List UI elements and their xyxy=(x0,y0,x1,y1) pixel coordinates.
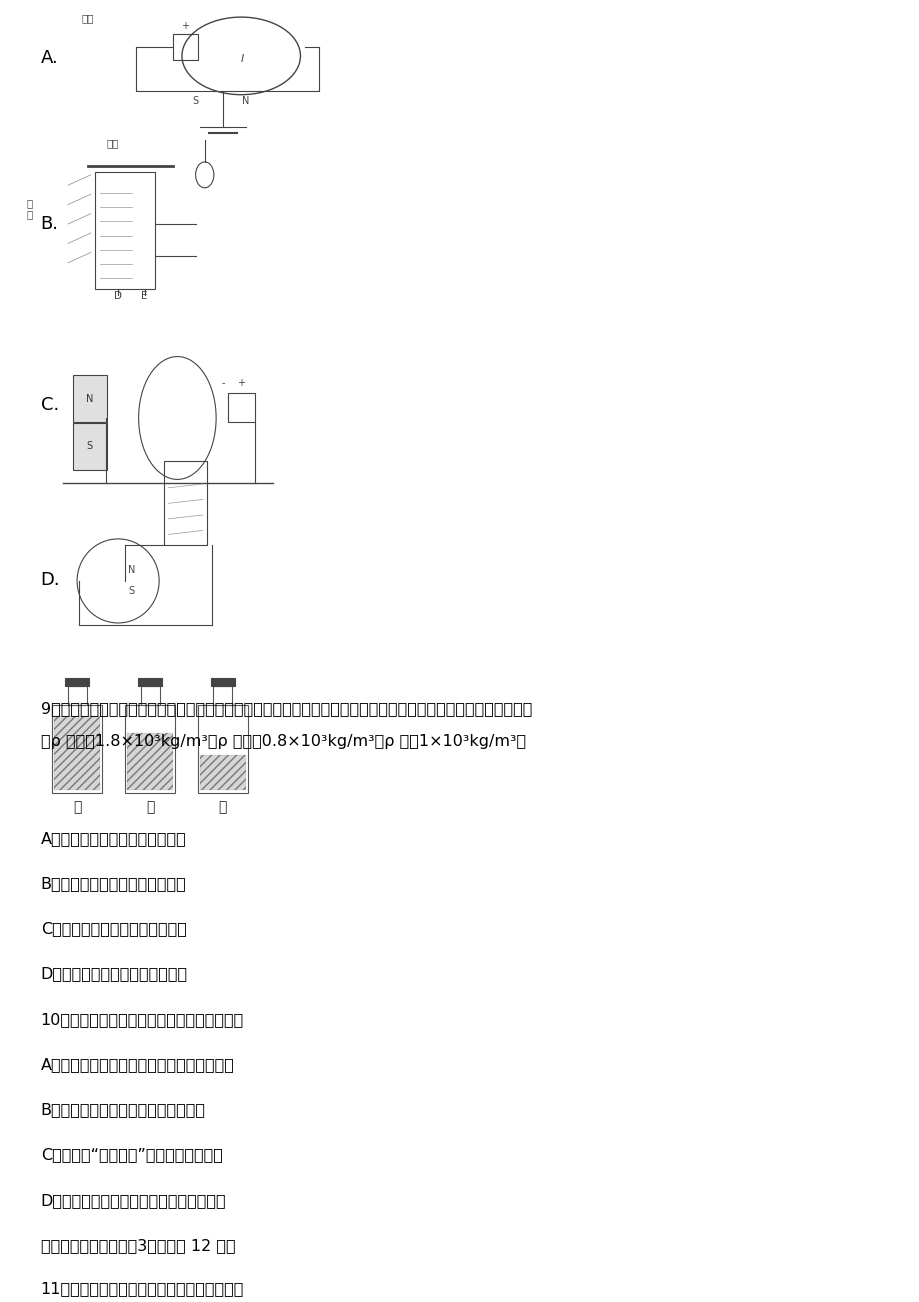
Text: N: N xyxy=(128,565,135,575)
Bar xyxy=(67,686,86,706)
Bar xyxy=(125,706,175,793)
Text: 触接: 触接 xyxy=(82,13,94,23)
Text: C.: C. xyxy=(40,396,59,414)
Bar xyxy=(127,733,173,790)
Bar xyxy=(73,423,108,470)
Text: 11．下列现象不会引起家庭电路发生火灾的是: 11．下列现象不会引起家庭电路发生火灾的是 xyxy=(40,1281,244,1295)
Text: -: - xyxy=(221,378,224,388)
Text: A．甲是酒精，乙是水，丙是硫酸: A．甲是酒精，乙是水，丙是硫酸 xyxy=(40,831,187,846)
Text: （ρ 硫酸＝1.8×10³kg/m³，ρ 酒精＝0.8×10³kg/m³，ρ 水＝1×10³kg/m³）: （ρ 硫酸＝1.8×10³kg/m³，ρ 酒精＝0.8×10³kg/m³，ρ 水… xyxy=(40,734,525,749)
Text: B．甲是酒精，乙是硫酸，丙是水: B．甲是酒精，乙是硫酸，丙是水 xyxy=(40,876,187,891)
Text: E: E xyxy=(141,292,147,301)
Text: B．刀在砂轮的高速摩擦之下溅出火花: B．刀在砂轮的高速摩擦之下溅出火花 xyxy=(40,1103,206,1117)
Text: 10．下列现象中，利用内能做功的是（　　）: 10．下列现象中，利用内能做功的是（ ） xyxy=(40,1012,244,1027)
Text: +: + xyxy=(180,21,188,31)
Text: D: D xyxy=(113,292,121,301)
Text: C．火箭在“熊熊烈火”的噴射中冲天而起: C．火箭在“熊熊烈火”的噴射中冲天而起 xyxy=(40,1147,222,1163)
Bar xyxy=(54,716,100,790)
Text: B.: B. xyxy=(40,215,59,233)
Bar xyxy=(227,393,255,422)
Text: S: S xyxy=(129,586,135,596)
Text: A.: A. xyxy=(40,49,58,68)
Text: N: N xyxy=(242,96,249,105)
Bar xyxy=(96,172,154,289)
Text: D.: D. xyxy=(40,570,60,589)
Bar xyxy=(64,678,89,686)
Bar xyxy=(199,755,246,790)
Text: 甲: 甲 xyxy=(73,801,81,814)
Text: S: S xyxy=(192,96,199,105)
Bar xyxy=(173,34,199,60)
Text: 弹
簧: 弹 簧 xyxy=(27,198,33,220)
Text: D．甲是硫酸，乙是水，丙是酒精: D．甲是硫酸，乙是水，丙是酒精 xyxy=(40,966,187,982)
Bar xyxy=(213,686,233,706)
Text: 乙: 乙 xyxy=(146,801,154,814)
Bar xyxy=(54,716,100,790)
Text: I: I xyxy=(241,55,244,64)
Text: A．冬天在户外时两手相互搞一会儿就暖和了: A．冬天在户外时两手相互搞一会儿就暖和了 xyxy=(40,1057,234,1072)
Text: 二、多选题（本大题关3小题，共 12 分）: 二、多选题（本大题关3小题，共 12 分） xyxy=(40,1238,235,1253)
Bar xyxy=(199,755,246,790)
Bar xyxy=(164,461,208,544)
Bar xyxy=(52,706,102,793)
Bar xyxy=(198,706,248,793)
Text: +: + xyxy=(237,378,245,388)
Text: C．甲是水，乙是酒精，丙是硫酸: C．甲是水，乙是酒精，丙是硫酸 xyxy=(40,922,187,936)
Bar xyxy=(141,686,159,706)
Text: S: S xyxy=(86,441,93,452)
Bar xyxy=(210,678,235,686)
Bar xyxy=(127,733,173,790)
Text: N: N xyxy=(86,393,94,404)
Text: 9．三只完全相同的瓶子，里面分别盛有质量相同的硫酸、水和酒精，用塞子将三只瓶子封好，如图所示，则可判定: 9．三只完全相同的瓶子，里面分别盛有质量相同的硫酸、水和酒精，用塞子将三只瓶子封… xyxy=(40,702,531,716)
Bar xyxy=(73,375,108,422)
Text: D．盛夏在烈日之下的柏油路面被晒燕化了: D．盛夏在烈日之下的柏油路面被晒燕化了 xyxy=(40,1193,226,1208)
Text: 衔铁: 衔铁 xyxy=(107,138,119,148)
Text: 丙: 丙 xyxy=(219,801,227,814)
Bar xyxy=(138,678,162,686)
